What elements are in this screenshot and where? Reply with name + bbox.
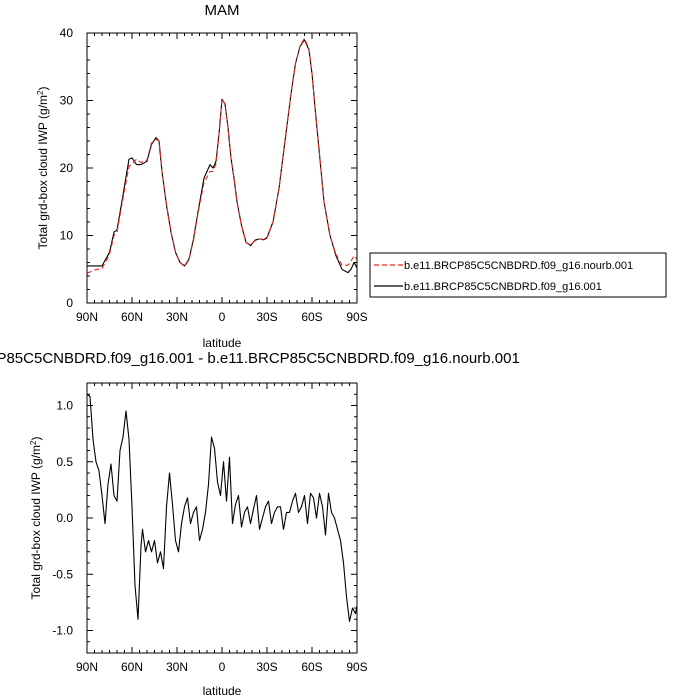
x-tick-label: 0 — [219, 660, 226, 674]
y-axis-label: Total grd-box cloud IWP (g/m2) — [36, 87, 51, 250]
y-tick-label: 0.0 — [56, 511, 73, 525]
x-tick-label: 90N — [76, 660, 98, 674]
legend: b.e11.BRCP85C5CNBDRD.f09_g16.nourb.001 b… — [369, 252, 667, 298]
y-tick-label: 40 — [60, 26, 74, 40]
x-tick-label: 90N — [76, 310, 98, 324]
y-tick-label: 20 — [60, 161, 74, 175]
legend-label-control: b.e11.BRCP85C5CNBDRD.f09_g16.001 — [404, 281, 602, 293]
x-tick-label: 30S — [256, 310, 277, 324]
y-tick-label: 1.0 — [56, 399, 73, 413]
y-tick-label: -1.0 — [52, 624, 73, 638]
y-axis: 0 10 20 30 40 — [60, 26, 357, 310]
x-tick-label: 60N — [121, 310, 143, 324]
legend-box — [369, 252, 667, 298]
chart-title: MAM — [205, 2, 240, 19]
x-tick-label: 60N — [121, 660, 143, 674]
series-lines — [86, 37, 358, 274]
difference-series-line — [86, 393, 358, 623]
x-tick-label: 30N — [166, 310, 188, 324]
difference-x-axis: 90N 60N 30N 0 30S 60S 90S — [76, 383, 368, 674]
y-tick-label: 0 — [66, 296, 73, 310]
y-tick-label: 0.5 — [56, 455, 73, 469]
series-line-1 — [86, 393, 358, 623]
x-tick-label: 0 — [219, 310, 226, 324]
legend-label-nourb: b.e11.BRCP85C5CNBDRD.f09_g16.nourb.001 — [404, 260, 633, 272]
x-tick-label: 30N — [166, 660, 188, 674]
series-line-2 — [86, 37, 358, 274]
x-tick-label: 60S — [301, 310, 322, 324]
bottom-panel: b.e11.BRCP85C5CNBDRD.f09_g16.001 - b.e11… — [0, 350, 520, 698]
difference-x-axis-label: latitude — [203, 684, 242, 698]
difference-y-axis: 1.0 0.5 0.0 -0.5 -1.0 — [52, 382, 357, 654]
difference-y-axis-label: Total grd-box cloud IWP (g/m2) — [29, 437, 44, 600]
series-line-1 — [87, 39, 358, 274]
top-panel: MAM 90N 60N 30N 0 30S 60S 90S 0 10 20 30 40 latitu… — [36, 2, 667, 350]
difference-chart-title: b.e11.BRCP85C5CNBDRD.f09_g16.001 - b.e11… — [0, 350, 520, 367]
y-tick-label: 30 — [60, 94, 74, 108]
x-axis: 90N 60N 30N 0 30S 60S 90S — [76, 33, 368, 324]
x-tick-label: 90S — [346, 660, 367, 674]
y-tick-label: 10 — [60, 229, 74, 243]
y-tick-label: -0.5 — [52, 567, 73, 581]
x-axis-label: latitude — [203, 336, 242, 350]
x-tick-label: 30S — [256, 660, 277, 674]
x-tick-label: 60S — [301, 660, 322, 674]
x-tick-label: 90S — [346, 310, 367, 324]
